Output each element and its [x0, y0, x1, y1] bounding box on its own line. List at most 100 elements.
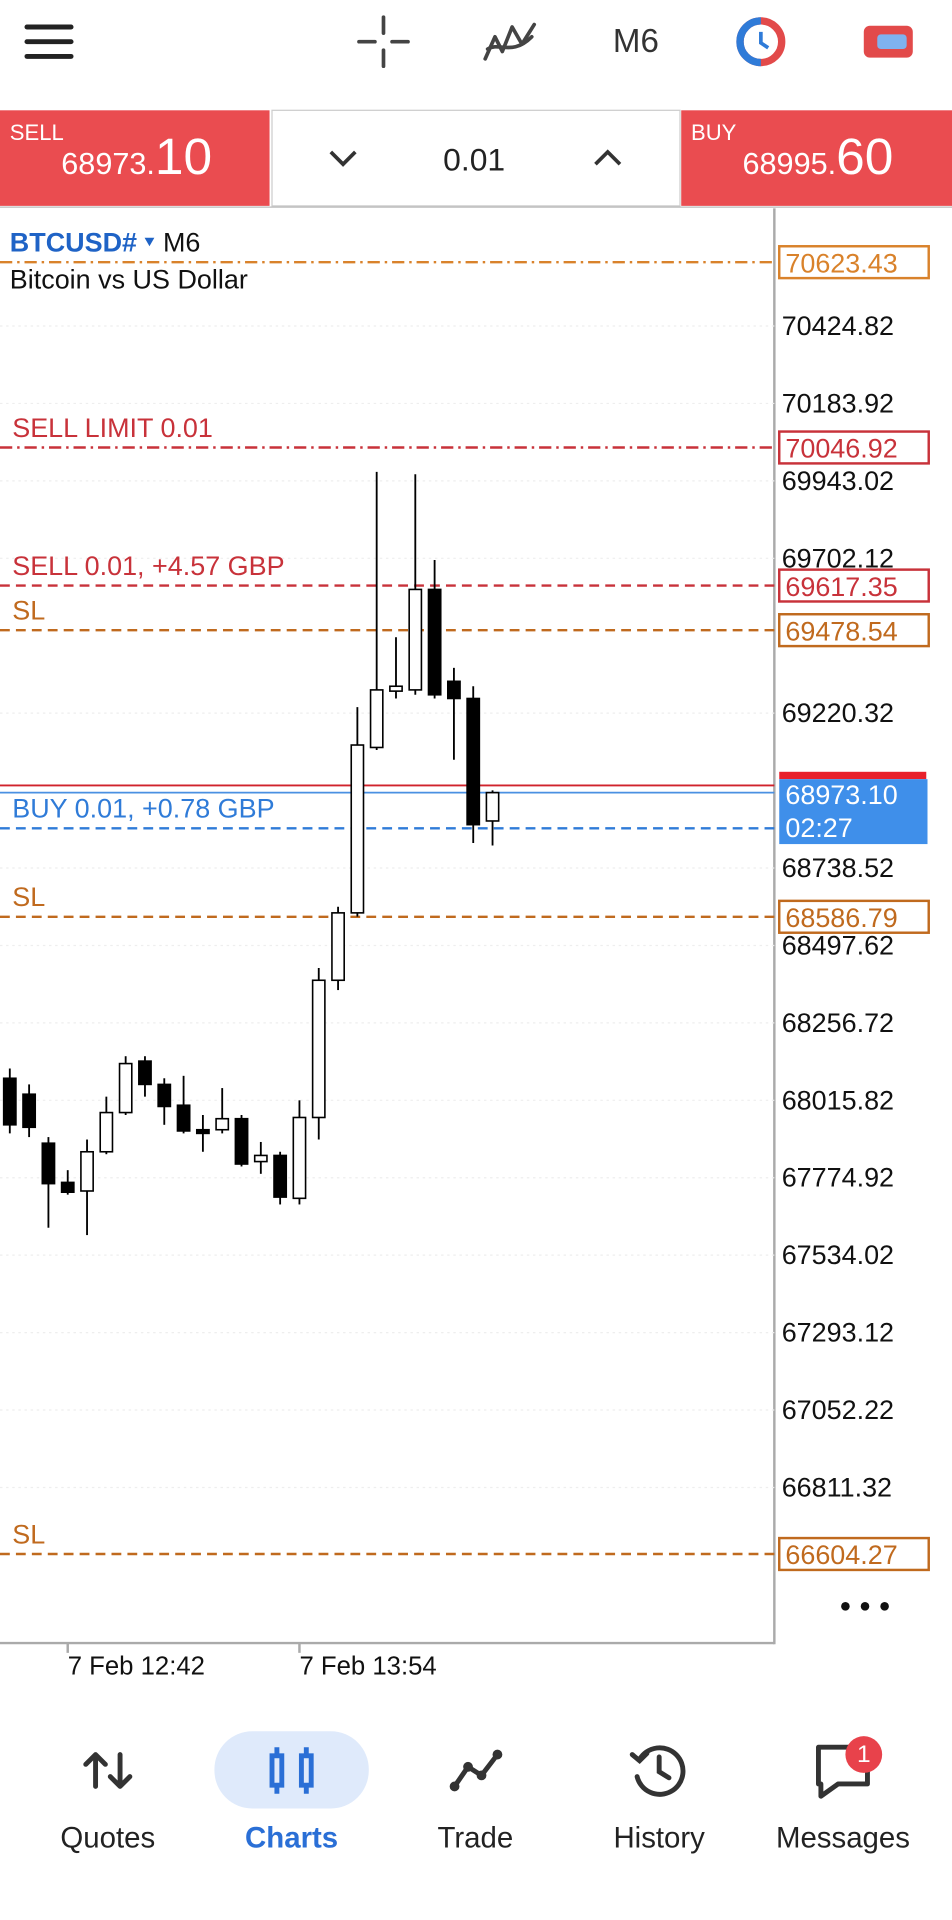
bid-price-label: 68973.10 [785, 780, 897, 810]
y-tick-label: 70424.82 [782, 311, 894, 341]
level-label: SL [12, 596, 45, 626]
candle-body [176, 1104, 191, 1132]
y-tick-label: 67534.02 [782, 1240, 894, 1270]
messages-icon[interactable]: 1 [815, 1736, 883, 1799]
more-button[interactable] [841, 1602, 889, 1611]
y-tick-label: 67293.12 [782, 1318, 894, 1348]
symbol-description: Bitcoin vs US Dollar [10, 264, 248, 294]
level-label: BUY 0.01, +0.78 GBP [12, 794, 274, 824]
symbol[interactable]: BTCUSD# [10, 228, 137, 258]
candle-body [273, 1154, 288, 1198]
bid-box-marker [779, 771, 927, 780]
candle-body [41, 1142, 56, 1185]
y-tick-label: 67052.22 [782, 1395, 894, 1425]
y-tick-label: 69702.12 [782, 543, 894, 573]
volume-increase[interactable] [594, 149, 622, 166]
candle-body [80, 1150, 94, 1192]
candle-body [427, 588, 442, 696]
quotes-icon[interactable] [83, 1752, 133, 1789]
level-price-label: 69478.54 [785, 616, 897, 646]
x-tick-label: 7 Feb 13:54 [299, 1652, 436, 1680]
y-tick-label: 69220.32 [782, 698, 894, 728]
level-price-label: 70623.43 [785, 248, 897, 278]
level-price-label: 68586.79 [785, 903, 897, 933]
level-price-box [778, 568, 930, 603]
volume-decrease[interactable] [329, 150, 357, 167]
candle-body [485, 791, 500, 822]
crosshair-button[interactable] [357, 15, 410, 69]
chart-layers: SELL LIMIT 0.01 SELL 0.01, +4.57 GBP SL BUY… [0, 245, 930, 1680]
buy-button[interactable]: BUY 68995.60 [681, 110, 952, 206]
menu-button[interactable] [24, 24, 74, 59]
candle-body [389, 685, 403, 692]
candle-body [350, 744, 365, 914]
level-price-label: 69617.35 [785, 572, 897, 602]
active-tab-pill [214, 1731, 369, 1809]
sell-price: 68973.10 [61, 127, 212, 185]
buy-price: 68995.60 [742, 127, 893, 185]
candle-body [215, 1117, 230, 1131]
candle-body [311, 979, 326, 1119]
y-tick-label: 68256.72 [782, 1008, 894, 1038]
bid-box [779, 779, 928, 845]
y-tick-label: 67774.92 [782, 1163, 894, 1193]
sell-button[interactable]: SELL 68973.10 [0, 110, 270, 206]
timeframe-button[interactable]: M6 [613, 23, 659, 60]
level-price-box [778, 1536, 930, 1572]
y-tick-label: 69943.02 [782, 466, 894, 496]
nav-label[interactable]: History [613, 1821, 705, 1854]
level-price-box [778, 245, 930, 280]
buy-price-pips: 60 [836, 127, 893, 185]
buy-label: BUY [691, 120, 737, 145]
candle-body [369, 689, 384, 749]
indicators-button[interactable] [483, 22, 537, 61]
nav-label[interactable]: Messages [776, 1821, 910, 1854]
buy-price-main: 68995. [742, 147, 836, 181]
level-price-label: 70046.92 [785, 434, 897, 464]
y-tick-label: 68738.52 [782, 853, 894, 883]
y-tick-label: 66811.32 [782, 1472, 892, 1502]
candle-body [157, 1083, 172, 1108]
candle-body [22, 1093, 37, 1129]
level-label: SELL 0.01, +4.57 GBP [12, 551, 284, 581]
level-lines: SELL LIMIT 0.01 SELL 0.01, +4.57 GBP SL BUY… [0, 260, 775, 1556]
candle-body [466, 697, 481, 826]
candle-body [2, 1077, 17, 1126]
price-axis: 70424.82 70183.92 69943.02 69702.12 69220.32… [778, 245, 930, 1572]
trade-icon[interactable] [449, 1749, 503, 1792]
messages-badge: 1 [857, 1741, 871, 1768]
level-price-label: 66604.27 [785, 1540, 897, 1570]
level-label: SELL LIMIT 0.01 [12, 413, 213, 443]
y-tick-label: 70183.92 [782, 388, 894, 418]
history-icon[interactable] [629, 1745, 686, 1797]
nav-label[interactable]: Charts [245, 1821, 338, 1854]
nav-label[interactable]: Quotes [60, 1821, 155, 1854]
level-label: SL [12, 1519, 45, 1549]
candle-body [195, 1128, 210, 1135]
bar-timer: 02:27 [785, 813, 852, 843]
candle-body [331, 912, 345, 982]
level-price-box [778, 613, 930, 648]
x-tick-label: 7 Feb 12:42 [68, 1652, 205, 1680]
trade-mode-button[interactable] [736, 17, 786, 67]
grid [0, 325, 775, 1489]
symbol-caret[interactable] [144, 237, 155, 247]
candle-body [99, 1111, 114, 1153]
y-tick-label: 68015.82 [782, 1085, 894, 1115]
sell-price-main: 68973. [61, 147, 155, 181]
sell-label: SELL [10, 120, 64, 145]
y-tick-label: 68497.62 [782, 930, 894, 960]
level-price-box [778, 430, 930, 465]
charts-icon[interactable] [269, 1747, 314, 1794]
chart-timeframe: M6 [163, 228, 200, 258]
candle-body [138, 1060, 152, 1086]
sell-price-pips: 10 [155, 127, 212, 185]
volume-value[interactable]: 0.01 [443, 141, 505, 177]
one-click-button[interactable] [863, 25, 913, 58]
nav-label[interactable]: Trade [438, 1821, 514, 1854]
candle-body [253, 1154, 268, 1163]
candle-body [292, 1116, 307, 1200]
